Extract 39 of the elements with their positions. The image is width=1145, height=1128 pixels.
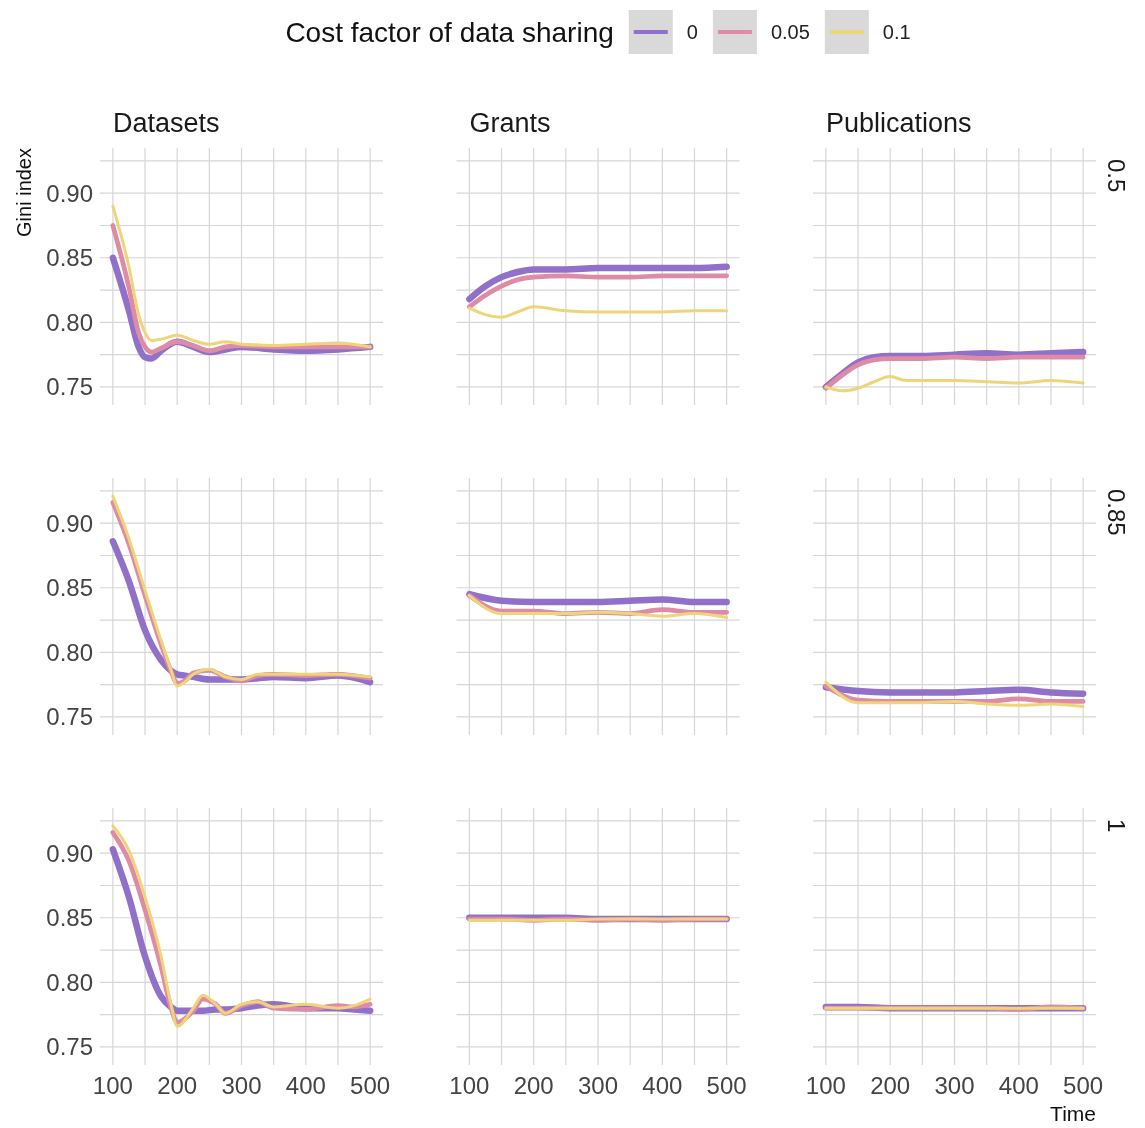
legend-title: Cost factor of data sharing [285,16,614,48]
legend-label: 0 [686,21,698,43]
x-tick-label: 500 [706,1071,747,1099]
text: 0.85 [1103,489,1130,536]
x-tick-label: 500 [1063,1071,1104,1099]
legend-label: 0.1 [882,21,911,43]
x-tick-label: 100 [92,1071,133,1099]
x-tick-label: 300 [934,1071,975,1099]
x-tick-label: 100 [449,1071,490,1099]
x-tick-label: 500 [350,1071,391,1099]
legend-label: 0.05 [770,21,810,43]
x-axis-title: Time [1050,1102,1096,1125]
y-tick-label: 0.85 [46,904,93,932]
y-axis-title: Gini index [13,148,35,237]
text: 0.5 [1103,159,1130,193]
x-tick-label: 400 [285,1071,326,1099]
y-tick-label: 0.80 [46,968,93,996]
chart-title: Publications [826,108,972,138]
y-tick-label: 0.90 [46,839,93,867]
text: 1 [1103,819,1130,833]
y-tick-label: 0.85 [46,574,93,602]
y-tick-label: 0.80 [46,308,93,336]
y-tick-label: 0.85 [46,244,93,272]
y-tick-label: 0.80 [46,638,93,666]
y-tick-label: 0.75 [46,703,93,731]
y-tick-label: 0.90 [46,509,93,537]
y-tick-label: 0.75 [46,1033,93,1061]
chart-title: Grants [469,108,551,138]
x-tick-label: 300 [577,1071,619,1099]
x-tick-label: 400 [642,1071,683,1099]
y-tick-label: 0.90 [46,179,93,207]
x-tick-label: 100 [805,1071,846,1099]
x-tick-label: 200 [157,1071,198,1099]
x-tick-label: 300 [221,1071,262,1099]
x-tick-label: 400 [998,1071,1039,1099]
x-tick-label: 200 [513,1071,554,1099]
chart-title: Datasets [113,108,220,138]
x-tick-label: 200 [870,1071,911,1099]
y-tick-label: 0.75 [46,373,93,401]
